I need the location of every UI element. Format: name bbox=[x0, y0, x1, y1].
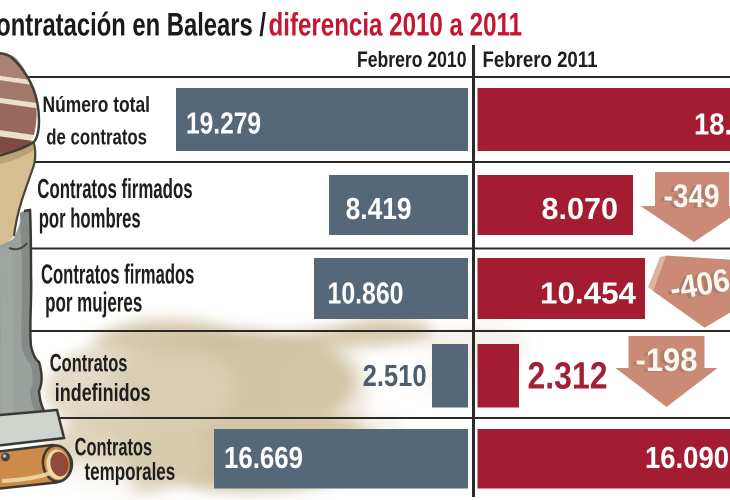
svg-text:Contratos firmados: Contratos firmados bbox=[41, 258, 194, 289]
svg-text:8.070: 8.070 bbox=[542, 191, 619, 226]
svg-text:Contratos: Contratos bbox=[50, 349, 128, 377]
svg-text:-349: -349 bbox=[660, 179, 716, 215]
svg-text:2.312: 2.312 bbox=[528, 355, 608, 397]
svg-text:16.090: 16.090 bbox=[645, 440, 729, 475]
svg-text:por mujeres: por mujeres bbox=[45, 287, 142, 318]
svg-text:19.279: 19.279 bbox=[186, 105, 261, 140]
svg-text:8.419: 8.419 bbox=[346, 191, 412, 226]
svg-text:por hombres: por hombres bbox=[39, 203, 141, 234]
svg-text:16.669: 16.669 bbox=[224, 440, 303, 475]
svg-text:Febrero 2010: Febrero 2010 bbox=[357, 47, 467, 72]
svg-text:-198: -198 bbox=[636, 342, 698, 378]
svg-text:indefinidos: indefinidos bbox=[55, 379, 151, 407]
svg-text:Contratos: Contratos bbox=[75, 433, 153, 461]
svg-text:Contratos firmados: Contratos firmados bbox=[37, 173, 192, 204]
svg-text:18.524: 18.524 bbox=[694, 106, 730, 141]
svg-text:de contratos: de contratos bbox=[46, 125, 147, 150]
svg-text:Febrero 2011: Febrero 2011 bbox=[483, 47, 598, 72]
svg-text:Contratación en Balears /: Contratación en Balears / bbox=[0, 7, 266, 43]
svg-text:Número total: Número total bbox=[43, 92, 151, 117]
svg-text:-349: -349 bbox=[664, 178, 720, 214]
svg-text:10.860: 10.860 bbox=[328, 276, 404, 311]
svg-text:10.454: 10.454 bbox=[540, 276, 637, 311]
svg-text:diferencia 2010 a 2011: diferencia 2010 a 2011 bbox=[269, 7, 523, 43]
svg-text:2.510: 2.510 bbox=[363, 358, 427, 393]
svg-text:-198: -198 bbox=[632, 343, 694, 379]
svg-text:temporales: temporales bbox=[85, 458, 176, 486]
